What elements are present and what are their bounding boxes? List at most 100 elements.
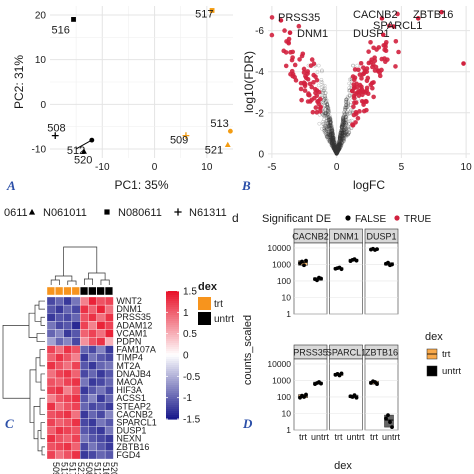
volcano-point-nonsig bbox=[335, 146, 340, 151]
heatmap-color-scale-segment bbox=[166, 361, 179, 364]
volcano-point-sig bbox=[290, 73, 296, 79]
heatmap-cell bbox=[80, 337, 89, 346]
volcano-point-nonsig bbox=[330, 143, 334, 148]
volcano-point-nonsig bbox=[341, 128, 346, 132]
volcano-gene-label: SPARCL1 bbox=[373, 20, 422, 32]
heatmap-column-label: 516 bbox=[101, 462, 111, 474]
volcano-point-nonsig bbox=[327, 135, 332, 140]
volcano-point-nonsig bbox=[338, 131, 343, 136]
volcano-point-nonsig bbox=[336, 148, 340, 152]
pca-point bbox=[227, 128, 233, 134]
volcano-point-nonsig bbox=[339, 137, 343, 142]
volcano-point-nonsig bbox=[333, 150, 338, 154]
volcano-point-nonsig bbox=[331, 143, 336, 148]
volcano-point-sig bbox=[302, 88, 308, 93]
volcano-point-nonsig bbox=[332, 145, 337, 149]
volcano-point-nonsig bbox=[329, 127, 333, 132]
heatmap-row-label: SPARCL1 bbox=[116, 418, 156, 428]
volcano-point-sig bbox=[373, 64, 379, 70]
volcano-point-sig bbox=[282, 28, 287, 33]
volcano-point-nonsig bbox=[332, 142, 336, 146]
heatmap-color-scale-segment bbox=[166, 375, 179, 378]
volcano-point-nonsig bbox=[337, 148, 341, 152]
volcano-point-nonsig bbox=[341, 116, 345, 120]
volcano-point-nonsig bbox=[344, 126, 349, 131]
volcano-point-sig bbox=[352, 77, 357, 83]
pca-point bbox=[51, 132, 59, 140]
volcano-point-nonsig bbox=[334, 150, 338, 155]
volcano-point-nonsig bbox=[335, 148, 340, 153]
volcano-point-nonsig bbox=[333, 145, 338, 149]
volcano-point-nonsig bbox=[329, 119, 333, 124]
volcano-point-nonsig bbox=[328, 126, 333, 131]
pca-point bbox=[71, 17, 76, 22]
volcano-point-nonsig bbox=[333, 145, 337, 150]
heatmap-cell bbox=[80, 410, 89, 419]
volcano-point-nonsig bbox=[344, 102, 348, 107]
volcano-point-nonsig bbox=[329, 138, 334, 142]
heatmap-cell bbox=[46, 369, 56, 379]
volcano-point-nonsig bbox=[343, 131, 347, 136]
volcano-point-nonsig bbox=[315, 70, 320, 74]
volcano-point-nonsig bbox=[325, 103, 330, 108]
volcano-point-nonsig bbox=[329, 136, 334, 140]
volcano-point-nonsig bbox=[342, 129, 347, 134]
volcano-point-nonsig bbox=[340, 123, 345, 128]
heatmap-cell bbox=[80, 353, 89, 362]
volcano-point-nonsig bbox=[335, 147, 340, 151]
volcano-point-nonsig bbox=[324, 121, 329, 125]
pca-x-axis-label: PC1: 35% bbox=[114, 178, 168, 192]
volcano-point-nonsig bbox=[344, 122, 349, 127]
volcano-point-nonsig bbox=[333, 144, 337, 148]
heatmap-cell bbox=[88, 304, 97, 314]
volcano-point-nonsig bbox=[333, 149, 338, 153]
volcano-point-nonsig bbox=[335, 150, 339, 154]
volcano-gene-label: DNM1 bbox=[297, 28, 328, 40]
heatmap-cell bbox=[55, 321, 64, 330]
volcano-point-nonsig bbox=[347, 93, 352, 97]
volcano-point-nonsig bbox=[329, 143, 334, 147]
volcano-point-nonsig bbox=[340, 141, 344, 145]
volcano-point-nonsig bbox=[338, 142, 343, 147]
volcano-point-nonsig bbox=[338, 143, 342, 147]
volcano-point-nonsig bbox=[334, 151, 339, 156]
heatmap-color-scale-segment bbox=[166, 297, 179, 300]
volcano-point-sig bbox=[365, 75, 371, 81]
volcano-point-nonsig bbox=[330, 137, 334, 141]
volcano-point-nonsig bbox=[344, 97, 349, 102]
volcano-point-nonsig bbox=[321, 122, 326, 126]
heatmap-color-scale-segment bbox=[166, 291, 179, 294]
volcano-point-sig bbox=[368, 59, 374, 65]
volcano-point-nonsig bbox=[338, 145, 343, 149]
volcano-point-nonsig bbox=[322, 83, 327, 88]
volcano-point-nonsig bbox=[341, 115, 345, 119]
volcano-point-nonsig bbox=[335, 151, 339, 155]
heatmap-row-label: ACSS1 bbox=[116, 393, 146, 403]
volcano-point-nonsig bbox=[325, 105, 330, 109]
volcano-point-nonsig bbox=[328, 134, 333, 138]
volcano-point-nonsig bbox=[330, 135, 334, 140]
volcano-point-nonsig bbox=[337, 136, 342, 141]
volcano-point-nonsig bbox=[323, 94, 328, 99]
volcano-point-nonsig bbox=[328, 118, 333, 122]
panel-c-heatmap: WNT2DNM1PRSS35ADAM12VCAM1PDPNFAM107ATIMP… bbox=[2, 246, 234, 474]
volcano-point-nonsig bbox=[335, 148, 340, 152]
volcano-point-nonsig bbox=[341, 128, 346, 133]
volcano-point-nonsig bbox=[339, 136, 344, 140]
volcano-x-axis-label: logFC bbox=[353, 178, 385, 192]
volcano-point-nonsig bbox=[329, 131, 333, 135]
volcano-point-nonsig bbox=[331, 137, 336, 142]
heatmap-cell bbox=[55, 304, 64, 314]
volcano-point-nonsig bbox=[340, 137, 344, 142]
volcano-point-nonsig bbox=[339, 130, 343, 135]
facet-data-point bbox=[339, 371, 344, 376]
volcano-point-nonsig bbox=[330, 138, 334, 143]
volcano-point-nonsig bbox=[341, 116, 345, 120]
volcano-point-sig bbox=[370, 85, 375, 91]
volcano-point-nonsig bbox=[341, 123, 346, 128]
facet-x-tick-label: trt bbox=[335, 432, 343, 442]
volcano-point-nonsig bbox=[338, 140, 343, 144]
volcano-point-nonsig bbox=[326, 120, 331, 125]
heatmap-row-label: NEXN bbox=[116, 434, 141, 444]
